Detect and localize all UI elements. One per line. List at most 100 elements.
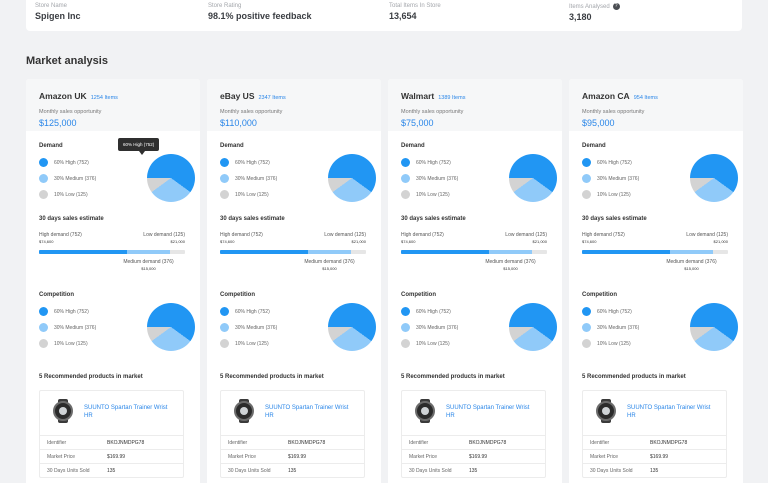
market-items-link[interactable]: 2347 Items (258, 95, 286, 101)
product-card[interactable]: SUUNTO Spartan Trainer Wrist HR Identifi… (220, 390, 365, 478)
market-items-link[interactable]: 1389 Items (438, 95, 466, 101)
product-name-link[interactable]: SUUNTO Spartan Trainer Wrist HR (84, 405, 168, 419)
units-value: 135 (107, 468, 116, 474)
medium-demand-fill (488, 250, 533, 254)
legend-label: 30% Medium (376) (416, 176, 459, 182)
low-demand-label: Low demand (125) $21,000 (686, 232, 728, 244)
market-items-link[interactable]: 954 Items (633, 95, 658, 101)
stat-label: Total Items In Store (389, 3, 441, 9)
store-summary: Store Name Spigen Inc Store Rating 98.1%… (26, 0, 742, 31)
units-row: 30 Days Units Sold 135 (40, 463, 183, 477)
competition-title: Competition (39, 292, 74, 298)
market-name: Walmart (401, 91, 435, 101)
opportunity-value: $125,000 (39, 118, 77, 128)
stat-value: Spigen Inc (35, 11, 81, 21)
competition-pie-chart[interactable] (509, 303, 557, 351)
product-card[interactable]: SUUNTO Spartan Trainer Wrist HR Identifi… (401, 390, 546, 478)
opportunity-label: Monthly sales opportunity (220, 109, 283, 115)
legend-dot-icon (401, 339, 410, 348)
price-value: $169.99 (650, 454, 669, 460)
price-value: $169.99 (469, 454, 488, 460)
identifier-value: BKOJNMDPG78 (650, 440, 688, 446)
demand-pie-chart[interactable] (147, 154, 195, 202)
low-demand-value: $21,000 (713, 239, 728, 244)
legend-label: 60% High (752) (416, 309, 451, 315)
legend-dot-icon (220, 190, 229, 199)
legend-label: 10% Low (125) (416, 192, 450, 198)
units-row: 30 Days Units Sold 135 (402, 463, 545, 477)
competition-pie-chart[interactable] (147, 303, 195, 351)
chart-tooltip: 60% High (752) (118, 138, 160, 151)
info-icon[interactable]: ? (612, 3, 620, 10)
market-card-header: Walmart 1389 Items Monthly sales opportun… (388, 79, 562, 131)
legend-dot-icon (220, 323, 229, 332)
high-demand-label: High demand (752) $74,600 (220, 232, 263, 244)
medium-demand-fill (126, 250, 171, 254)
market-items-link[interactable]: 1254 Items (90, 95, 118, 101)
legend-dot-icon (220, 307, 229, 316)
product-card[interactable]: SUUNTO Spartan Trainer Wrist HR Identifi… (582, 390, 727, 478)
demand-pie-chart[interactable] (690, 154, 738, 202)
estimate-title: 30 days sales estimate (39, 216, 104, 222)
price-row: Market Price $169.99 (40, 449, 183, 463)
medium-demand-label: Medium demand (376) $15,000 (119, 259, 179, 271)
legend-label: 60% High (752) (597, 309, 632, 315)
high-demand-value: $74,600 (582, 239, 597, 244)
product-name-link[interactable]: SUUNTO Spartan Trainer Wrist HR (265, 405, 349, 419)
price-value: $169.99 (107, 454, 126, 460)
legend-dot-icon (401, 307, 410, 316)
product-name-link[interactable]: SUUNTO Spartan Trainer Wrist HR (446, 405, 530, 419)
competition-pie-chart[interactable] (690, 303, 738, 351)
demand-title: Demand (582, 143, 606, 149)
legend-dot-icon (582, 174, 591, 183)
high-demand-fill (582, 250, 670, 254)
sales-estimate-bar (401, 250, 547, 254)
product-card[interactable]: SUUNTO Spartan Trainer Wrist HR Identifi… (39, 390, 184, 478)
legend-dot-icon (582, 323, 591, 332)
medium-demand-label: Medium demand (376) $15,000 (300, 259, 360, 271)
high-demand-value: $74,600 (401, 239, 416, 244)
high-demand-fill (220, 250, 308, 254)
stat-label: Items Analysed? (569, 3, 620, 10)
opportunity-label: Monthly sales opportunity (39, 109, 102, 115)
units-row: 30 Days Units Sold 135 (221, 463, 364, 477)
opportunity-value: $110,000 (220, 118, 257, 128)
legend-dot-icon (39, 158, 48, 167)
legend-dot-icon (582, 307, 591, 316)
opportunity-label: Monthly sales opportunity (401, 109, 464, 115)
tooltip-arrow (139, 151, 145, 155)
recommended-title: 5 Recommended products in market (39, 374, 143, 380)
legend-label: 10% Low (125) (597, 192, 631, 198)
estimate-title: 30 days sales estimate (582, 216, 647, 222)
market-name: eBay US (220, 91, 255, 101)
identifier-value: BKOJNMDPG78 (469, 440, 507, 446)
legend-label: 60% High (752) (416, 160, 451, 166)
recommended-title: 5 Recommended products in market (220, 374, 324, 380)
product-name-link[interactable]: SUUNTO Spartan Trainer Wrist HR (627, 405, 711, 419)
sales-estimate-bar (39, 250, 185, 254)
stat-value: 13,654 (389, 11, 417, 21)
high-demand-value: $74,600 (39, 239, 54, 244)
legend-label: 10% Low (125) (235, 341, 269, 347)
estimate-title: 30 days sales estimate (220, 216, 285, 222)
demand-pie-chart[interactable] (328, 154, 376, 202)
stat-value: 3,180 (569, 12, 592, 23)
high-demand-fill (401, 250, 489, 254)
legend-label: 10% Low (125) (54, 192, 88, 198)
section-title: Market analysis (26, 55, 108, 67)
demand-title: Demand (401, 143, 425, 149)
market-card: Amazon UK 1254 Items Monthly sales opport… (26, 79, 200, 483)
market-card: eBay US 2347 Items Monthly sales opportun… (207, 79, 381, 483)
opportunity-label: Monthly sales opportunity (582, 109, 645, 115)
demand-pie-chart[interactable] (509, 154, 557, 202)
watch-product-icon (52, 399, 74, 423)
high-demand-label: High demand (752) $74,600 (582, 232, 625, 244)
low-demand-label: Low demand (125) $21,000 (505, 232, 547, 244)
price-row: Market Price $169.99 (402, 449, 545, 463)
low-demand-value: $21,000 (532, 239, 547, 244)
competition-pie-chart[interactable] (328, 303, 376, 351)
store-name-stat: Store Name Spigen Inc (35, 3, 81, 21)
identifier-row: Identifier BKOJNMDPG78 (583, 435, 726, 449)
legend-dot-icon (39, 323, 48, 332)
units-value: 135 (650, 468, 659, 474)
